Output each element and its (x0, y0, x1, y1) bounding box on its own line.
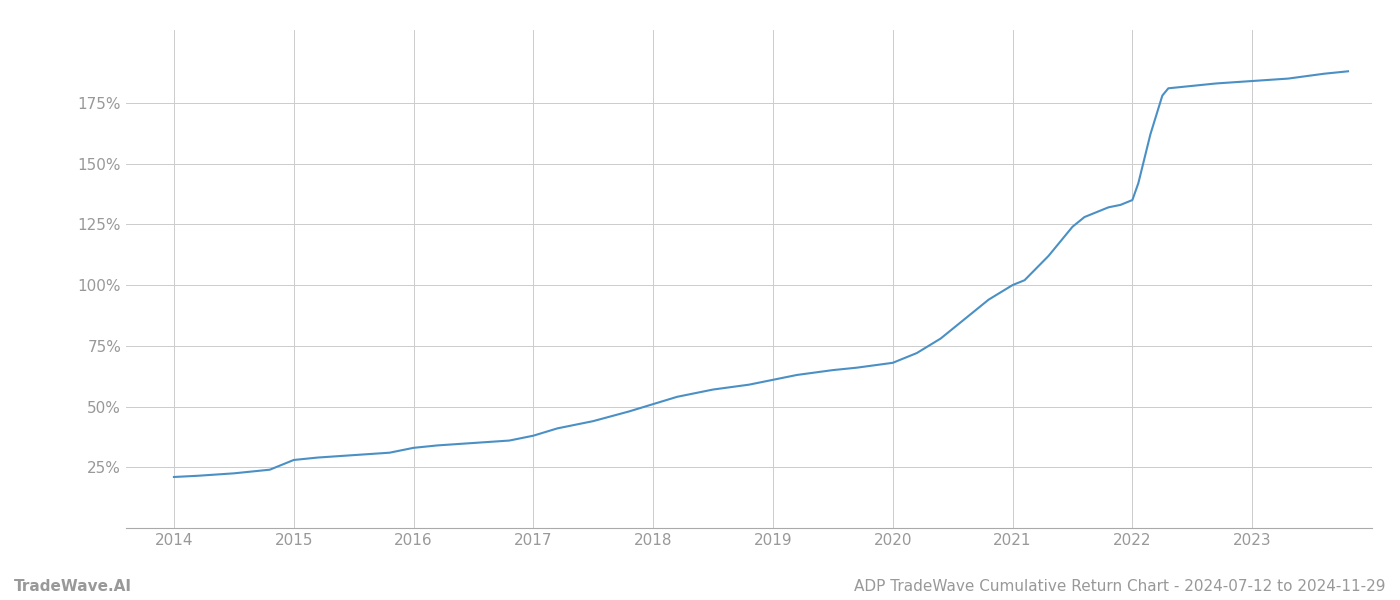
Text: ADP TradeWave Cumulative Return Chart - 2024-07-12 to 2024-11-29: ADP TradeWave Cumulative Return Chart - … (854, 579, 1386, 594)
Text: TradeWave.AI: TradeWave.AI (14, 579, 132, 594)
